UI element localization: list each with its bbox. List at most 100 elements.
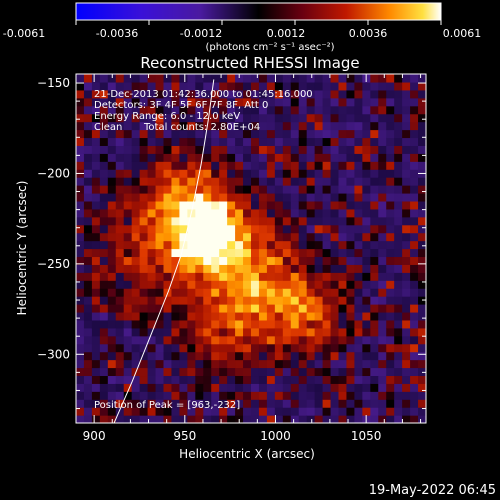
heatmap-cell <box>139 296 149 305</box>
heatmap-cell <box>282 240 292 250</box>
heatmap-cell <box>219 407 228 416</box>
heatmap-cell <box>378 200 387 210</box>
heatmap-cell <box>298 304 308 313</box>
heatmap-cell <box>354 248 363 258</box>
heatmap-cell <box>418 288 426 297</box>
heatmap-cell <box>83 153 93 162</box>
heatmap-cell <box>131 121 141 131</box>
heatmap-cell <box>219 288 228 297</box>
chart-title: Reconstructed RHESSI Image <box>140 54 359 72</box>
heatmap-cell <box>235 224 244 234</box>
heatmap-cell <box>258 137 268 146</box>
heatmap-cell <box>139 264 149 273</box>
heatmap-cell <box>322 81 332 91</box>
heatmap-cell <box>76 407 85 416</box>
heatmap-cell <box>258 335 268 345</box>
heatmap-cell <box>338 129 348 139</box>
heatmap-cell <box>282 89 292 99</box>
heatmap-cell <box>155 208 165 218</box>
heatmap-cell <box>251 169 260 178</box>
heatmap-cell <box>394 74 403 83</box>
heatmap-cell <box>290 319 300 329</box>
heatmap-cell <box>123 351 133 361</box>
heatmap-cell <box>123 383 133 392</box>
heatmap-cell <box>187 145 196 154</box>
heatmap-cell <box>171 288 180 297</box>
heatmap-cell <box>235 137 244 146</box>
heatmap-cell <box>187 335 196 345</box>
heatmap-cell <box>171 224 180 234</box>
heatmap-cell <box>251 192 260 202</box>
heatmap-cell <box>203 327 212 337</box>
heatmap-cell <box>362 232 371 242</box>
heatmap-cell <box>83 89 93 99</box>
heatmap-cell <box>251 407 260 416</box>
heatmap-cell <box>195 319 204 329</box>
heatmap-cell <box>322 137 332 146</box>
heatmap-cell <box>266 335 276 345</box>
heatmap-cell <box>91 137 101 146</box>
heatmap-cell <box>354 367 363 377</box>
heatmap-cell <box>338 145 348 154</box>
colorbar-tick-label: -0.0012 <box>180 27 222 40</box>
heatmap-cell <box>370 89 379 99</box>
heatmap-cell <box>290 161 300 170</box>
heatmap-cell <box>211 240 220 250</box>
heatmap-cell <box>274 208 284 218</box>
heatmap-cell <box>378 343 387 353</box>
heatmap-cell <box>195 232 204 242</box>
heatmap-cell <box>147 113 157 123</box>
heatmap-cell <box>155 391 165 400</box>
heatmap-cell <box>243 335 252 345</box>
heatmap-cell <box>298 105 308 115</box>
heatmap-cell <box>99 145 109 154</box>
heatmap-cell <box>251 319 260 329</box>
heatmap-cell <box>338 319 348 329</box>
heatmap-cell <box>163 232 173 242</box>
heatmap-cell <box>378 407 387 416</box>
heatmap-cell <box>83 319 93 329</box>
heatmap-cell <box>418 216 426 226</box>
heatmap-cell <box>378 256 387 265</box>
heatmap-cell <box>418 264 426 273</box>
heatmap-cell <box>227 113 236 123</box>
heatmap-cell <box>155 240 165 250</box>
heatmap-cell <box>338 216 348 226</box>
heatmap-cell <box>91 169 101 178</box>
heatmap-cell <box>322 335 332 345</box>
heatmap-cell <box>155 232 165 242</box>
heatmap-cell <box>227 89 236 99</box>
heatmap-cell <box>139 359 149 369</box>
heatmap-cell <box>243 216 252 226</box>
y-tick-label: −150 <box>37 76 70 90</box>
heatmap-cell <box>227 81 236 91</box>
heatmap-cell <box>258 327 268 337</box>
heatmap-cell <box>211 359 220 369</box>
heatmap-cell <box>274 121 284 131</box>
heatmap-cell <box>370 383 379 392</box>
heatmap-cell <box>76 74 85 83</box>
heatmap-cell <box>91 161 101 170</box>
y-tick-label: −250 <box>37 257 70 271</box>
heatmap-cell <box>282 311 292 321</box>
heatmap-cell <box>266 311 276 321</box>
heatmap-cell <box>346 137 355 146</box>
heatmap-cell <box>298 161 308 170</box>
heatmap-cell <box>274 81 284 91</box>
heatmap-cell <box>378 415 387 423</box>
heatmap-cell <box>266 208 276 218</box>
heatmap-cell <box>298 97 308 107</box>
heatmap-cell <box>179 272 188 281</box>
heatmap-cell <box>131 232 141 242</box>
heatmap-cell <box>76 200 85 210</box>
heatmap-cell <box>306 81 316 91</box>
heatmap-cell <box>251 113 260 123</box>
heatmap-cell <box>91 200 101 210</box>
heatmap-cell <box>147 240 157 250</box>
heatmap-cell <box>314 224 324 234</box>
heatmap-cell <box>282 192 292 202</box>
heatmap-cell <box>131 343 141 353</box>
heatmap-cell <box>227 359 236 369</box>
heatmap-cell <box>370 74 379 83</box>
heatmap-cell <box>266 121 276 131</box>
